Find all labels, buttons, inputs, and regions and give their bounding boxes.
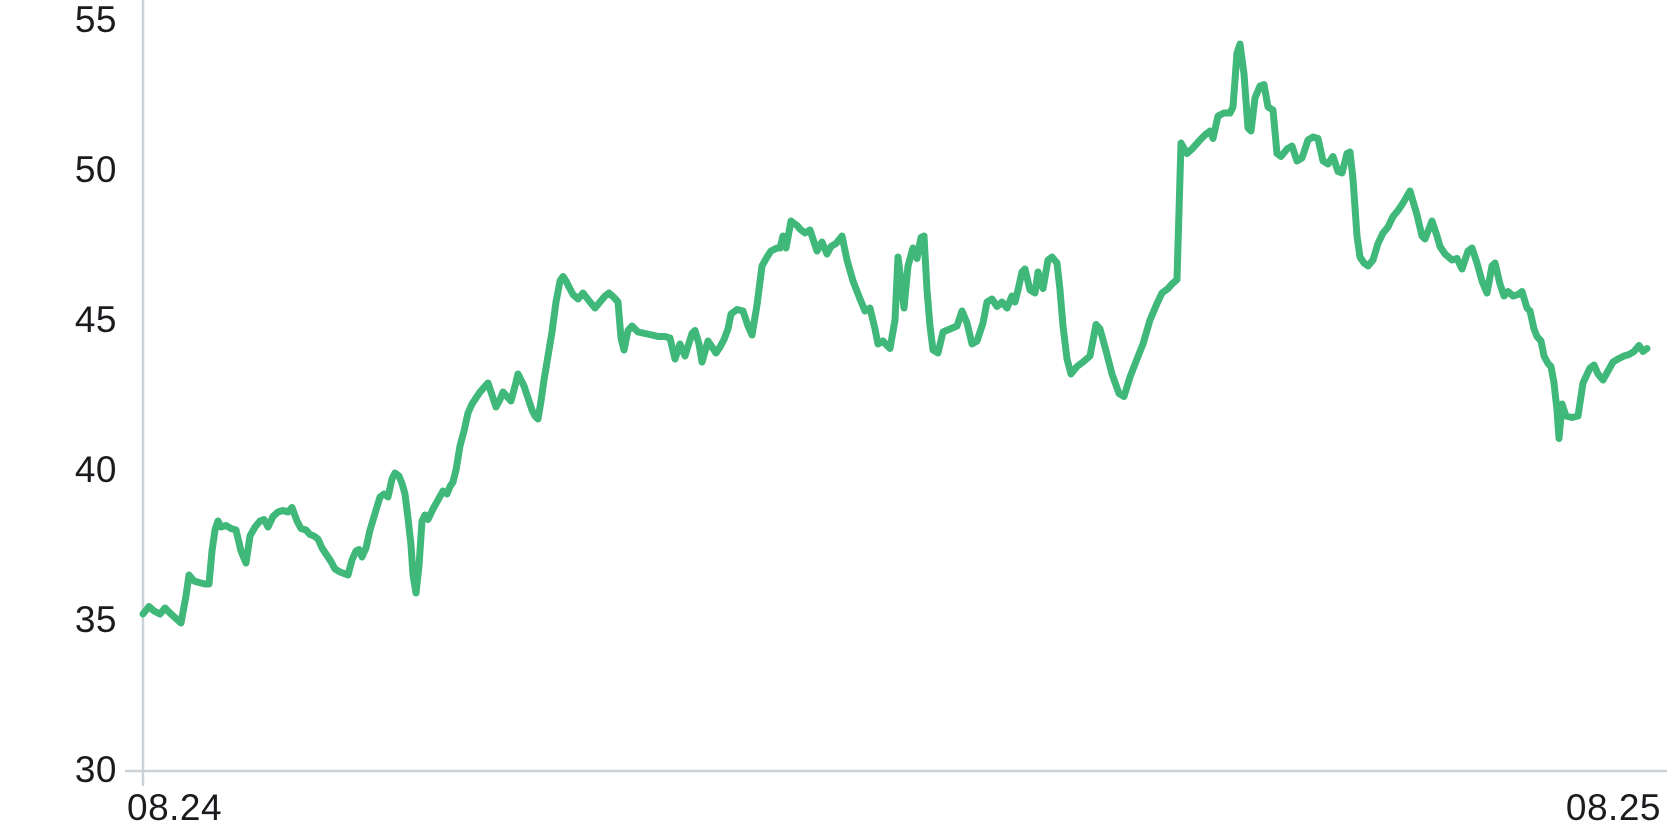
price-line-series bbox=[139, 40, 1651, 627]
y-tick-label: 55 bbox=[74, 0, 117, 40]
y-tick-label: 30 bbox=[74, 748, 117, 790]
y-tick-label: 50 bbox=[74, 148, 117, 190]
x-tick-label-end: 08.25 bbox=[1565, 787, 1661, 828]
y-tick-label: 40 bbox=[74, 448, 117, 490]
y-tick-label: 45 bbox=[74, 298, 117, 340]
y-tick-label: 35 bbox=[74, 598, 117, 640]
x-tick-label-start: 08.24 bbox=[127, 787, 223, 828]
